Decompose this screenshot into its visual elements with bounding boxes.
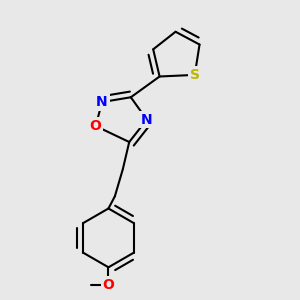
Text: O: O bbox=[90, 119, 102, 133]
Text: N: N bbox=[96, 95, 108, 109]
Text: N: N bbox=[141, 112, 153, 127]
Text: S: S bbox=[190, 68, 200, 82]
Text: O: O bbox=[103, 278, 114, 292]
